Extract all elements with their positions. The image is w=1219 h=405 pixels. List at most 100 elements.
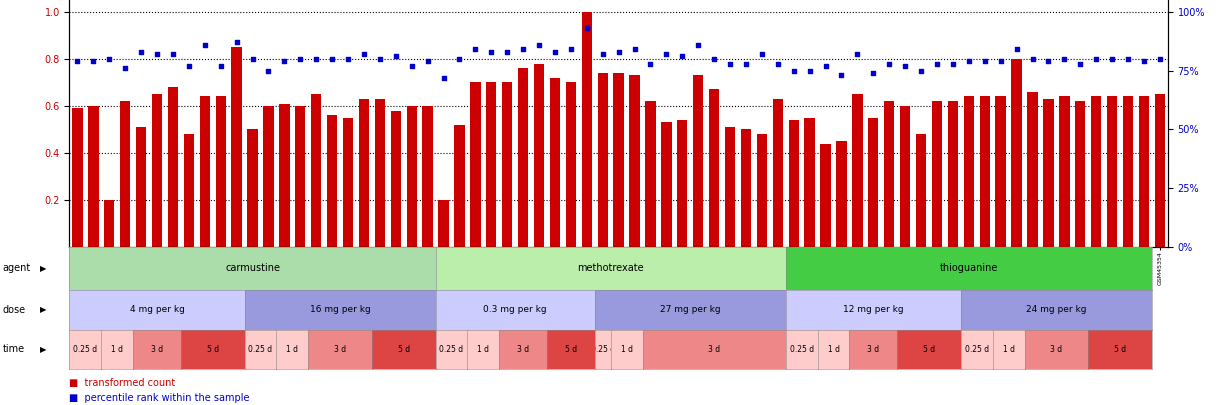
Text: 0.25 d: 0.25 d [73,345,98,354]
Point [752,51,772,58]
Point [211,63,230,69]
Bar [597,73,608,247]
Point [179,63,199,69]
Bar [279,104,290,247]
Bar [613,73,624,247]
Point [339,55,358,62]
Point [386,53,406,60]
Point [847,51,867,58]
Point [355,51,374,58]
Bar [358,99,369,247]
Bar [423,106,433,247]
Point [434,75,453,81]
Bar [1107,96,1118,247]
Bar [216,96,226,247]
Bar [295,106,306,247]
Bar [741,130,751,247]
Bar [1028,92,1037,247]
Point [195,41,215,48]
Point [720,60,740,67]
Bar [566,82,577,247]
Text: 0.25 d: 0.25 d [439,345,463,354]
Bar [900,106,911,247]
Bar [407,106,417,247]
Bar [1139,96,1150,247]
Text: 0.25 d: 0.25 d [591,345,614,354]
Bar [1075,101,1085,247]
Bar [486,82,496,247]
Text: carmustine: carmustine [226,263,280,273]
Point [944,60,963,67]
Text: 12 mg per kg: 12 mg per kg [844,305,903,314]
Point [1134,58,1153,64]
Bar [534,64,544,247]
Point [863,70,883,76]
Bar [247,130,257,247]
Point [450,55,469,62]
Bar [1012,59,1022,247]
Bar [629,75,640,247]
Bar [1059,96,1069,247]
Point [84,58,104,64]
Text: 0.25 d: 0.25 d [964,345,989,354]
Bar [1091,96,1101,247]
Point [1054,55,1074,62]
Text: time: time [2,344,24,354]
Point [258,67,278,74]
Bar [311,94,322,247]
Text: ▶: ▶ [40,264,46,273]
Bar [550,78,561,247]
Bar [168,87,178,247]
Text: 24 mg per kg: 24 mg per kg [1026,305,1086,314]
Text: 3 d: 3 d [1051,345,1063,354]
Point [928,60,947,67]
Point [784,67,803,74]
Bar [518,68,528,247]
Point [689,41,708,48]
Point [991,58,1011,64]
Bar [502,82,512,247]
Bar [72,108,83,247]
Bar [200,96,210,247]
Text: thioguanine: thioguanine [940,263,998,273]
Point [610,49,629,55]
Point [243,55,262,62]
Point [322,55,341,62]
Bar [390,111,401,247]
Text: ■  transformed count: ■ transformed count [69,378,176,388]
Point [402,63,422,69]
Text: 1 d: 1 d [828,345,840,354]
Text: 1 d: 1 d [1002,345,1014,354]
Bar [581,12,592,247]
Text: 5 d: 5 d [207,345,218,354]
Point [1070,60,1090,67]
Point [513,46,533,53]
Point [625,46,645,53]
Bar [263,106,273,247]
Bar [677,120,688,247]
Point [290,55,310,62]
Bar [725,127,735,247]
Bar [471,82,480,247]
Bar [820,143,830,247]
Bar [455,125,464,247]
Text: ▶: ▶ [40,345,46,354]
Bar [996,96,1006,247]
Point [163,51,183,58]
Bar [789,120,798,247]
Point [1118,55,1137,62]
Bar [374,99,385,247]
Bar [232,47,241,247]
Point [1007,46,1026,53]
Bar [805,117,814,247]
Bar [836,141,847,247]
Bar [964,96,974,247]
Point [418,58,438,64]
Text: 3 d: 3 d [867,345,879,354]
Point [592,51,612,58]
Text: 5 d: 5 d [923,345,935,354]
Bar [852,94,863,247]
Text: 3 d: 3 d [151,345,163,354]
Bar [980,96,990,247]
Bar [119,101,130,247]
